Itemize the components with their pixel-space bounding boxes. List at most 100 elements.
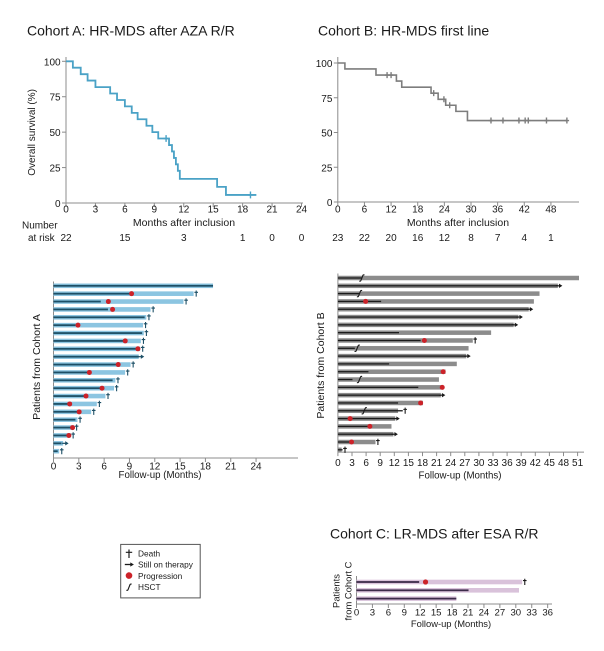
- svg-text:18: 18: [412, 205, 424, 216]
- svg-text:from Cohort C: from Cohort C: [343, 561, 354, 620]
- svg-text:0: 0: [269, 233, 275, 244]
- svg-text:1: 1: [240, 233, 246, 244]
- svg-text:Number: Number: [22, 221, 58, 232]
- svg-text:12: 12: [415, 607, 426, 618]
- svg-text:Patients from Cohort A: Patients from Cohort A: [31, 314, 43, 420]
- svg-text:100: 100: [316, 59, 333, 70]
- svg-text:33: 33: [487, 458, 499, 469]
- svg-text:24: 24: [479, 607, 490, 618]
- svg-text:9: 9: [152, 205, 158, 216]
- svg-text:50: 50: [49, 128, 61, 139]
- svg-text:48: 48: [545, 205, 557, 216]
- svg-text:8: 8: [468, 233, 474, 244]
- svg-text:6: 6: [122, 205, 128, 216]
- svg-text:Follow-up (Months): Follow-up (Months): [411, 618, 491, 629]
- svg-text:23: 23: [332, 233, 344, 244]
- svg-text:Patients: Patients: [331, 574, 342, 608]
- svg-text:15: 15: [208, 205, 220, 216]
- svg-text:0: 0: [55, 199, 61, 210]
- svg-text:15: 15: [431, 607, 442, 618]
- svg-text:0: 0: [354, 607, 359, 618]
- svg-text:21: 21: [267, 205, 279, 216]
- svg-text:0: 0: [335, 205, 341, 216]
- svg-text:3: 3: [349, 458, 355, 469]
- svg-text:Cohort A: HR-MDS after AZA R/R: Cohort A: HR-MDS after AZA R/R: [27, 22, 235, 38]
- svg-text:30: 30: [473, 458, 485, 469]
- svg-text:16: 16: [412, 233, 424, 244]
- svg-text:15: 15: [403, 458, 415, 469]
- svg-text:18: 18: [237, 205, 249, 216]
- svg-text:3: 3: [76, 462, 82, 473]
- svg-text:6: 6: [362, 205, 368, 216]
- svg-text:18: 18: [447, 607, 458, 618]
- svg-text:50: 50: [321, 129, 333, 140]
- svg-text:24: 24: [296, 205, 308, 216]
- svg-text:7: 7: [495, 233, 501, 244]
- svg-text:48: 48: [558, 458, 570, 469]
- svg-text:0: 0: [51, 462, 57, 473]
- svg-text:6: 6: [101, 462, 107, 473]
- svg-text:30: 30: [510, 607, 521, 618]
- svg-text:75: 75: [49, 93, 61, 104]
- svg-text:Follow-up (Months): Follow-up (Months): [419, 471, 502, 482]
- svg-text:36: 36: [492, 205, 504, 216]
- svg-text:Cohort B: HR-MDS first line: Cohort B: HR-MDS first line: [318, 22, 489, 38]
- svg-text:12: 12: [386, 205, 398, 216]
- svg-text:45: 45: [544, 458, 556, 469]
- svg-text:75: 75: [321, 94, 333, 105]
- svg-text:Cohort C: LR-MDS after ESA R/R: Cohort C: LR-MDS after ESA R/R: [330, 526, 539, 542]
- svg-text:24: 24: [439, 205, 451, 216]
- svg-text:9: 9: [402, 607, 407, 618]
- svg-text:25: 25: [321, 163, 333, 174]
- svg-text:21: 21: [463, 607, 474, 618]
- svg-text:Progression: Progression: [138, 571, 183, 581]
- svg-text:39: 39: [516, 458, 528, 469]
- svg-text:12: 12: [178, 205, 190, 216]
- svg-text:0: 0: [63, 205, 69, 216]
- svg-text:Months after inclusion: Months after inclusion: [407, 217, 509, 229]
- svg-text:15: 15: [119, 233, 131, 244]
- svg-text:15: 15: [175, 462, 187, 473]
- svg-text:27: 27: [495, 607, 506, 618]
- svg-text:3: 3: [370, 607, 375, 618]
- svg-text:Overall survival (%): Overall survival (%): [27, 89, 38, 176]
- svg-text:36: 36: [542, 607, 553, 618]
- svg-text:24: 24: [445, 458, 457, 469]
- svg-text:9: 9: [127, 462, 133, 473]
- svg-text:22: 22: [60, 233, 72, 244]
- svg-text:0: 0: [335, 458, 341, 469]
- svg-text:at risk: at risk: [28, 233, 56, 244]
- svg-text:42: 42: [519, 205, 531, 216]
- svg-text:6: 6: [363, 458, 369, 469]
- svg-text:18: 18: [417, 458, 429, 469]
- svg-text:0: 0: [327, 198, 333, 209]
- svg-text:Patients from Cohort B: Patients from Cohort B: [315, 312, 327, 418]
- svg-text:Months after inclusion: Months after inclusion: [133, 217, 235, 229]
- svg-text:42: 42: [530, 458, 542, 469]
- svg-text:27: 27: [459, 458, 471, 469]
- svg-text:HSCT: HSCT: [138, 582, 161, 592]
- svg-text:22: 22: [359, 233, 371, 244]
- svg-text:Still on therapy: Still on therapy: [138, 560, 194, 570]
- svg-text:6: 6: [386, 607, 391, 618]
- svg-text:30: 30: [465, 205, 477, 216]
- svg-text:21: 21: [225, 462, 237, 473]
- svg-text:1: 1: [548, 233, 554, 244]
- svg-text:24: 24: [250, 462, 262, 473]
- svg-text:4: 4: [521, 233, 527, 244]
- svg-text:9: 9: [377, 458, 383, 469]
- svg-text:Follow-up (Months): Follow-up (Months): [119, 470, 202, 481]
- svg-text:12: 12: [389, 458, 401, 469]
- svg-text:51: 51: [572, 458, 584, 469]
- svg-text:12: 12: [149, 462, 161, 473]
- svg-text:Death: Death: [138, 549, 161, 559]
- svg-text:18: 18: [200, 462, 212, 473]
- svg-text:3: 3: [93, 205, 99, 216]
- svg-text:20: 20: [386, 233, 398, 244]
- svg-text:25: 25: [49, 164, 61, 175]
- svg-text:12: 12: [439, 233, 451, 244]
- svg-text:36: 36: [502, 458, 514, 469]
- svg-text:21: 21: [431, 458, 443, 469]
- svg-text:3: 3: [181, 233, 187, 244]
- svg-text:33: 33: [526, 607, 537, 618]
